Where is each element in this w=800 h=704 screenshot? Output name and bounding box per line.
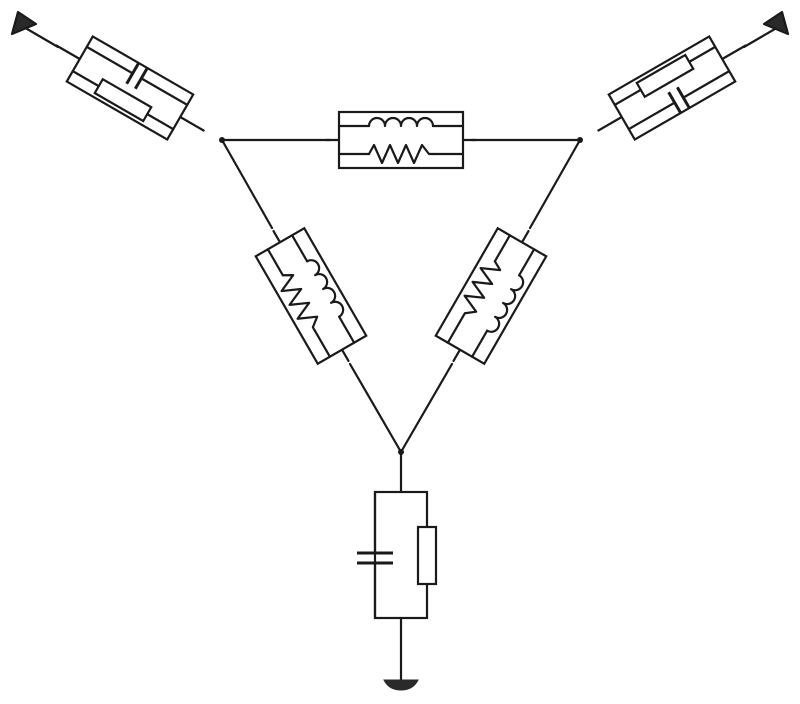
top-left-antenna-icon: [10, 10, 38, 36]
ground-icon: [383, 679, 419, 691]
wire-left-upper: [220, 138, 274, 230]
node-top-right: [577, 137, 583, 143]
wire-left-lower: [348, 362, 403, 454]
wire-right-upper: [528, 138, 582, 230]
wire-top-right-lead: [742, 24, 782, 49]
top-right-rc-network: [583, 21, 761, 155]
node-top-left: [219, 137, 225, 143]
top-rl-branch: [324, 110, 478, 170]
bottom-rc-network: [357, 490, 438, 620]
node-bottom: [398, 449, 404, 455]
wire-right-lower: [399, 362, 454, 454]
right-rl-branch: [428, 215, 554, 377]
top-left-rc-network: [41, 21, 219, 155]
left-rl-branch: [248, 215, 374, 377]
wire-top-left-lead: [20, 24, 60, 49]
top-right-antenna-icon: [762, 10, 790, 36]
